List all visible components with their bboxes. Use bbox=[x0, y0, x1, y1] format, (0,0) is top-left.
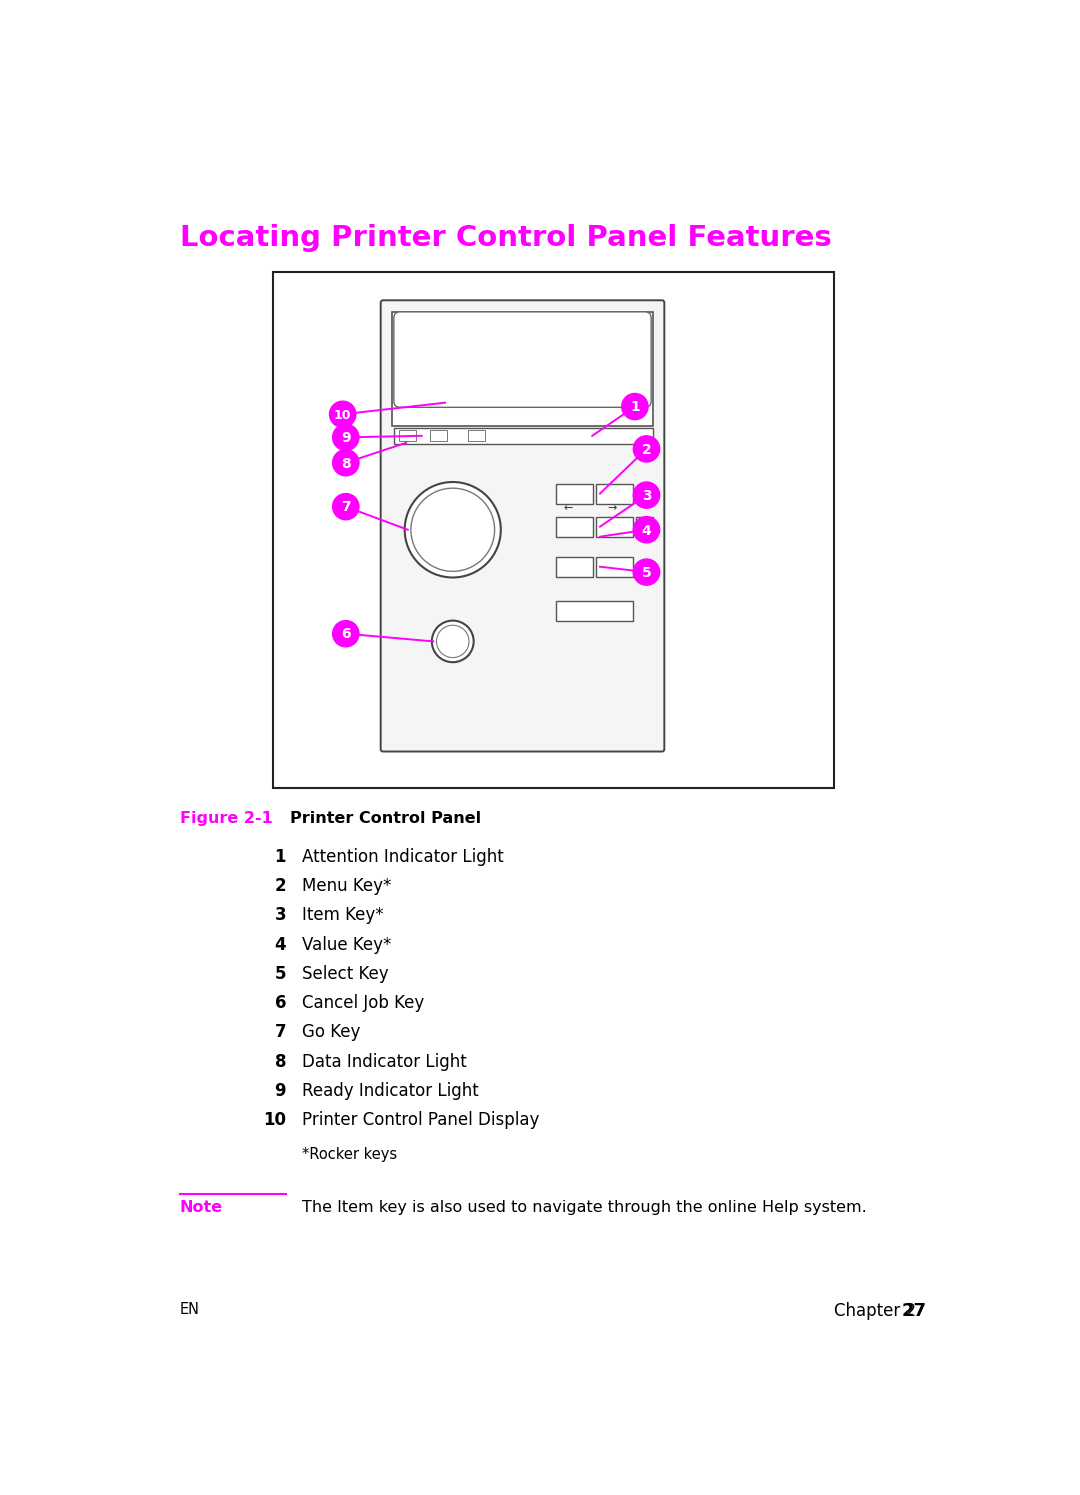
Bar bbox=[596, 556, 633, 577]
Text: 10: 10 bbox=[334, 408, 351, 422]
FancyBboxPatch shape bbox=[394, 312, 651, 407]
Circle shape bbox=[333, 493, 359, 520]
Text: The Item key is also used to navigate through the online Help system.: The Item key is also used to navigate th… bbox=[301, 1200, 866, 1215]
Circle shape bbox=[432, 620, 474, 662]
Text: Data Indicator Light: Data Indicator Light bbox=[301, 1052, 467, 1070]
Bar bbox=[556, 483, 593, 504]
FancyBboxPatch shape bbox=[380, 300, 664, 752]
Text: Cancel Job Key: Cancel Job Key bbox=[301, 994, 423, 1012]
Text: Ready Indicator Light: Ready Indicator Light bbox=[301, 1082, 478, 1100]
Text: 3: 3 bbox=[642, 489, 651, 502]
Text: 5: 5 bbox=[274, 964, 286, 982]
Text: 9: 9 bbox=[274, 1082, 286, 1100]
Bar bbox=[399, 431, 416, 441]
Bar bbox=[430, 431, 446, 441]
Circle shape bbox=[622, 393, 648, 420]
Text: Chapter 2: Chapter 2 bbox=[835, 1302, 927, 1320]
Circle shape bbox=[633, 481, 660, 508]
Text: 2: 2 bbox=[274, 878, 286, 896]
Text: Printer Control Panel Display: Printer Control Panel Display bbox=[301, 1111, 539, 1129]
Text: Figure 2-1: Figure 2-1 bbox=[180, 810, 272, 825]
Circle shape bbox=[410, 489, 495, 571]
Text: 6: 6 bbox=[274, 994, 286, 1012]
Text: 4: 4 bbox=[274, 936, 286, 954]
Text: 1: 1 bbox=[630, 401, 639, 414]
Text: 5: 5 bbox=[642, 567, 651, 580]
Bar bbox=[596, 517, 633, 537]
Text: 8: 8 bbox=[274, 1052, 286, 1070]
Bar bbox=[394, 428, 652, 444]
Bar bbox=[469, 431, 485, 441]
Text: 1: 1 bbox=[274, 848, 286, 866]
Circle shape bbox=[436, 625, 469, 658]
Text: 2: 2 bbox=[642, 443, 651, 456]
Text: →: → bbox=[607, 504, 617, 514]
Text: Item Key*: Item Key* bbox=[301, 906, 383, 924]
Text: 4: 4 bbox=[642, 523, 651, 538]
Text: ?: ? bbox=[642, 522, 648, 532]
Circle shape bbox=[633, 517, 660, 543]
Text: 6: 6 bbox=[341, 628, 351, 641]
Bar bbox=[596, 483, 633, 504]
Text: EN: EN bbox=[180, 1302, 200, 1317]
Circle shape bbox=[333, 425, 359, 450]
Text: 27: 27 bbox=[902, 1302, 927, 1320]
Bar bbox=[556, 556, 593, 577]
Text: ←: ← bbox=[564, 504, 573, 514]
Text: 7: 7 bbox=[341, 501, 351, 514]
Text: 8: 8 bbox=[341, 456, 351, 471]
Text: Locating Printer Control Panel Features: Locating Printer Control Panel Features bbox=[180, 224, 832, 253]
Text: Go Key: Go Key bbox=[301, 1023, 360, 1042]
Circle shape bbox=[633, 559, 660, 585]
Bar bbox=[556, 601, 633, 622]
Text: Printer Control Panel: Printer Control Panel bbox=[291, 810, 481, 825]
Text: Menu Key*: Menu Key* bbox=[301, 878, 391, 896]
Text: Value Key*: Value Key* bbox=[301, 936, 391, 954]
Circle shape bbox=[405, 481, 501, 577]
Text: Attention Indicator Light: Attention Indicator Light bbox=[301, 848, 503, 866]
Text: 7: 7 bbox=[274, 1023, 286, 1042]
Text: *Rocker keys: *Rocker keys bbox=[301, 1147, 396, 1162]
Circle shape bbox=[329, 401, 356, 428]
Bar bbox=[636, 517, 653, 537]
Text: 10: 10 bbox=[264, 1111, 286, 1129]
Circle shape bbox=[633, 437, 660, 462]
Bar bbox=[392, 312, 652, 426]
Circle shape bbox=[333, 620, 359, 647]
Text: 9: 9 bbox=[341, 431, 351, 446]
Text: Select Key: Select Key bbox=[301, 964, 388, 982]
Bar bbox=[556, 517, 593, 537]
Text: Note: Note bbox=[180, 1200, 224, 1215]
Text: 3: 3 bbox=[274, 906, 286, 924]
Circle shape bbox=[333, 450, 359, 475]
Bar bbox=[273, 272, 834, 788]
